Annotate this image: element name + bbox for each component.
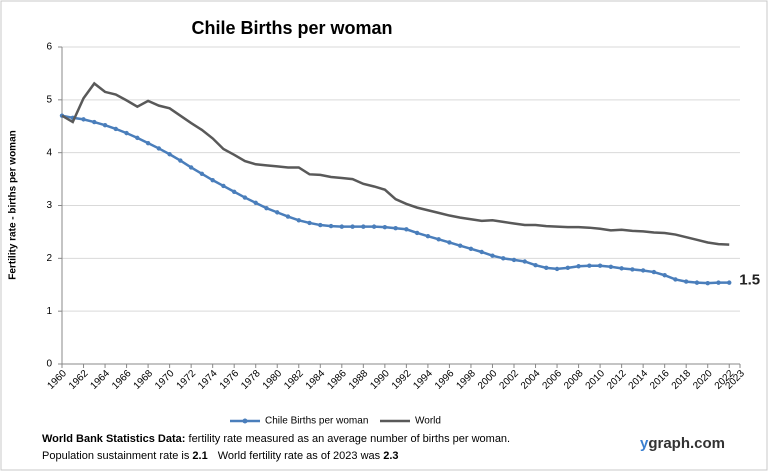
- y-tick-label: 3: [46, 200, 52, 211]
- y-tick-label: 5: [46, 94, 52, 105]
- series-marker: [640, 268, 646, 273]
- footer-source-text: fertility rate measured as an average nu…: [185, 433, 510, 445]
- series-marker: [597, 263, 603, 268]
- brand-prefix: y: [640, 435, 649, 452]
- brand: ygraph.com: [640, 435, 725, 452]
- series-marker: [156, 146, 162, 151]
- series-marker: [694, 280, 700, 285]
- brand-rest: graph.com: [648, 435, 725, 452]
- series-marker: [393, 226, 398, 231]
- footer-world-text: World fertility rate as of 2023 was: [218, 450, 383, 462]
- series-marker: [705, 280, 710, 286]
- series-marker: [178, 158, 183, 163]
- series-marker: [533, 263, 538, 268]
- legend-label: Chile Births per woman: [265, 416, 368, 427]
- y-axis-label: Fertility rate - births per woman: [8, 130, 19, 279]
- series-marker: [554, 266, 560, 272]
- series-marker: [522, 259, 527, 264]
- footer-source-label: World Bank Statistics Data:: [42, 433, 185, 445]
- series-marker: [544, 265, 549, 271]
- y-tick-label: 0: [46, 359, 52, 370]
- footer-sustain-value: 2.1: [192, 450, 207, 462]
- series-marker: [608, 264, 614, 269]
- series-marker: [339, 224, 345, 229]
- series-marker: [113, 126, 119, 132]
- series-marker: [425, 233, 431, 239]
- series-marker: [727, 280, 732, 285]
- series-marker: [468, 246, 474, 252]
- series-marker: [382, 224, 388, 230]
- series-marker: [275, 210, 280, 215]
- series-marker: [318, 222, 323, 228]
- series-marker: [242, 195, 248, 200]
- series-marker: [124, 130, 129, 136]
- series-marker: [199, 171, 205, 176]
- series-marker: [511, 257, 517, 263]
- series-marker: [285, 214, 291, 219]
- y-tick-label: 1: [46, 306, 52, 317]
- chart-title: Chile Births per woman: [191, 18, 392, 38]
- series-marker: [683, 279, 689, 284]
- series-line: [61, 81, 730, 246]
- legend-marker: [242, 418, 248, 424]
- legend-label: World: [415, 416, 441, 427]
- series-marker: [92, 119, 97, 125]
- series-marker: [371, 224, 377, 229]
- end-label: 1.5: [739, 272, 760, 289]
- series-marker: [81, 117, 86, 122]
- footer-sustain-text: Population sustainment rate is: [42, 450, 192, 462]
- series-marker: [587, 263, 592, 268]
- series-marker: [328, 223, 334, 229]
- footer-line: World Bank Statistics Data: fertility ra…: [42, 433, 510, 445]
- series-marker: [501, 256, 506, 261]
- series-marker: [479, 249, 484, 255]
- series-marker: [630, 267, 635, 272]
- series-marker: [264, 205, 269, 211]
- series-marker: [210, 177, 215, 183]
- series-marker: [135, 135, 140, 141]
- series-marker: [447, 240, 452, 245]
- series-marker: [436, 237, 441, 242]
- series-marker: [361, 224, 366, 229]
- series-marker: [414, 230, 420, 236]
- series-marker: [188, 165, 194, 170]
- series-marker: [145, 140, 151, 146]
- series-marker: [457, 243, 463, 248]
- series-marker: [619, 266, 624, 271]
- series-marker: [296, 218, 301, 223]
- series-marker: [651, 269, 657, 275]
- footer-line: Population sustainment rate is 2.1 World …: [42, 450, 399, 462]
- series-marker: [662, 273, 667, 278]
- series-marker: [307, 220, 312, 226]
- y-tick-label: 2: [46, 253, 52, 264]
- series-marker: [673, 277, 678, 282]
- series-marker: [490, 253, 495, 258]
- series-marker: [404, 227, 409, 232]
- y-tick-label: 4: [46, 147, 52, 158]
- footer-world-value: 2.3: [383, 450, 398, 462]
- y-tick-label: 6: [46, 42, 52, 53]
- series-marker: [221, 183, 226, 189]
- series-marker: [102, 122, 108, 128]
- series-marker: [253, 200, 258, 206]
- series-marker: [565, 265, 571, 271]
- series-marker: [350, 224, 355, 229]
- series-marker: [576, 264, 581, 269]
- series-marker: [231, 189, 237, 194]
- series-marker: [167, 152, 172, 157]
- series-marker: [716, 280, 721, 285]
